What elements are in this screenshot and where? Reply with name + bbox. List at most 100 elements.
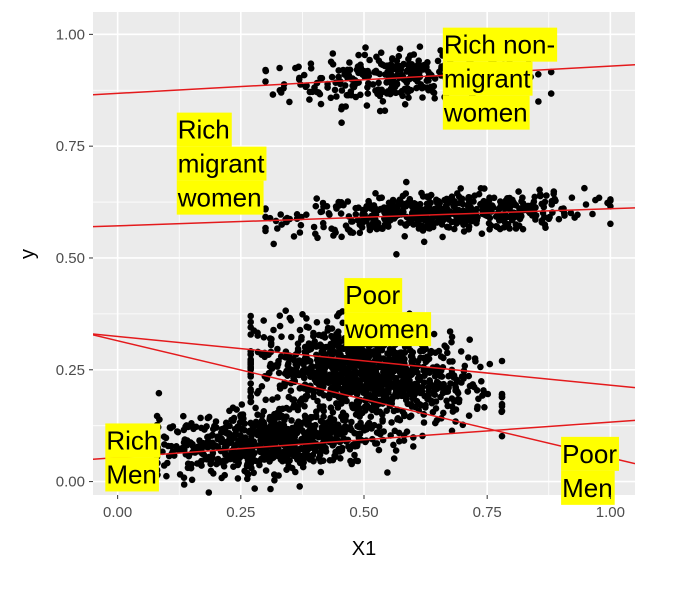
- data-point: [437, 372, 444, 380]
- data-point: [313, 408, 320, 416]
- data-point: [538, 217, 546, 224]
- data-point: [262, 66, 269, 74]
- data-point: [375, 79, 382, 87]
- data-point: [383, 62, 391, 69]
- data-point: [407, 401, 415, 408]
- data-point: [388, 419, 395, 426]
- data-point: [296, 326, 304, 334]
- data-point: [372, 216, 379, 223]
- data-point: [435, 367, 442, 375]
- data-point: [315, 342, 323, 350]
- data-point: [477, 363, 484, 371]
- data-point: [547, 90, 555, 97]
- data-point: [266, 415, 274, 422]
- data-point: [420, 367, 428, 374]
- data-point: [432, 405, 440, 412]
- data-point: [366, 224, 374, 231]
- data-point: [305, 324, 312, 331]
- data-point: [284, 362, 292, 369]
- data-point: [419, 94, 426, 101]
- data-point: [221, 471, 228, 479]
- data-point: [286, 314, 294, 322]
- data-point: [437, 47, 444, 54]
- data-point: [310, 332, 317, 340]
- annotation-text: women: [177, 183, 262, 213]
- data-point: [271, 477, 278, 484]
- data-point: [437, 219, 444, 226]
- annotation-text: women: [344, 314, 429, 344]
- annotation-background: [176, 146, 267, 181]
- data-point: [295, 357, 303, 364]
- data-point: [448, 395, 456, 402]
- data-point: [344, 198, 352, 205]
- data-point: [320, 444, 328, 451]
- data-point: [338, 233, 345, 241]
- data-point: [502, 212, 510, 219]
- data-point: [339, 416, 347, 424]
- data-point: [325, 418, 332, 426]
- data-point: [473, 405, 481, 413]
- data-point: [274, 394, 281, 401]
- data-point: [365, 419, 373, 427]
- data-point: [350, 352, 358, 360]
- data-point: [233, 454, 241, 462]
- data-point: [276, 420, 284, 428]
- data-point: [189, 442, 197, 450]
- data-point: [472, 358, 479, 365]
- x-tick-label: 0.50: [349, 504, 378, 521]
- data-point: [389, 369, 396, 376]
- data-point: [512, 201, 520, 209]
- data-point: [348, 91, 355, 99]
- data-point: [369, 81, 377, 88]
- data-point: [370, 207, 378, 215]
- data-point: [352, 211, 360, 218]
- data-point: [270, 240, 278, 248]
- data-point: [200, 451, 208, 459]
- data-point: [204, 414, 212, 422]
- data-point: [421, 217, 429, 224]
- data-point: [372, 67, 380, 75]
- data-point: [188, 476, 196, 484]
- data-point: [373, 53, 380, 61]
- data-point: [356, 229, 364, 237]
- data-point: [377, 225, 385, 232]
- data-point: [173, 428, 181, 435]
- data-point: [258, 383, 266, 390]
- data-point: [262, 227, 269, 235]
- data-point: [555, 215, 563, 223]
- data-point: [542, 224, 549, 231]
- x-tick-label: 0.25: [226, 504, 255, 521]
- data-point: [457, 348, 465, 355]
- data-point: [495, 205, 502, 213]
- data-point: [310, 457, 317, 465]
- data-point: [247, 373, 254, 380]
- data-point: [286, 406, 293, 413]
- data-point: [385, 383, 393, 391]
- data-point: [478, 378, 485, 385]
- data-point: [360, 218, 367, 226]
- data-point: [397, 219, 405, 226]
- data-point: [409, 349, 417, 356]
- data-point: [441, 196, 448, 204]
- data-point: [427, 191, 435, 199]
- data-point: [416, 43, 424, 50]
- data-point: [379, 416, 386, 424]
- data-point: [502, 202, 510, 209]
- data-point: [351, 451, 358, 459]
- data-point: [356, 404, 363, 412]
- data-point: [253, 389, 261, 397]
- data-point: [318, 208, 326, 215]
- data-point: [429, 398, 436, 405]
- data-point: [226, 407, 233, 415]
- data-point: [346, 59, 353, 66]
- data-point: [334, 371, 341, 379]
- data-point: [288, 417, 295, 424]
- y-tick-label: 0.25: [56, 362, 85, 379]
- data-point: [390, 88, 398, 96]
- data-point: [536, 186, 543, 194]
- data-point: [275, 448, 283, 456]
- data-point: [312, 230, 319, 238]
- data-point: [408, 357, 415, 365]
- data-point: [479, 392, 486, 399]
- data-point: [246, 427, 253, 435]
